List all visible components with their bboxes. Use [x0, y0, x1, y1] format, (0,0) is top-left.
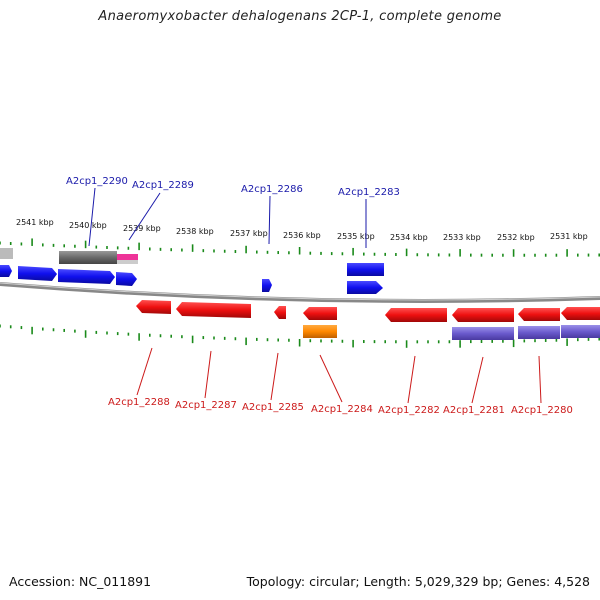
- gene-arrow[interactable]: [561, 307, 600, 320]
- gene-label[interactable]: A2cp1_2286: [241, 184, 303, 195]
- gene-arrow[interactable]: [385, 308, 447, 322]
- gene-arrow[interactable]: [347, 281, 383, 294]
- gene-label[interactable]: A2cp1_2287: [175, 400, 237, 411]
- gene-label[interactable]: A2cp1_2289: [132, 180, 194, 191]
- kbp-label: 2536 kbp: [283, 231, 321, 240]
- gene-arrow[interactable]: [58, 269, 115, 284]
- kbp-label: 2540 kbp: [69, 221, 107, 230]
- genome-backbone-highlight: [0, 282, 600, 301]
- kbp-label: 2535 kbp: [337, 232, 375, 241]
- gene-arrow[interactable]: [18, 266, 57, 281]
- gene-arrow[interactable]: [136, 300, 171, 314]
- gene-box[interactable]: [347, 263, 384, 276]
- gray-feature[interactable]: [0, 248, 13, 259]
- kbp-label: 2532 kbp: [497, 233, 535, 242]
- kbp-label: 2533 kbp: [443, 233, 481, 242]
- orange-feature[interactable]: [303, 325, 337, 338]
- purple-feature[interactable]: [561, 325, 600, 338]
- kbp-label: 2537 kbp: [230, 229, 268, 238]
- gene-arrow[interactable]: [303, 307, 337, 320]
- gene-arrow[interactable]: [274, 306, 286, 319]
- kbp-label: 2541 kbp: [16, 218, 54, 227]
- genome-summary: Topology: circular; Length: 5,029,329 bp…: [246, 574, 590, 589]
- gene-label[interactable]: A2cp1_2281: [443, 405, 505, 416]
- pink-feature-shade: [117, 260, 138, 264]
- gene-label[interactable]: A2cp1_2290: [66, 176, 128, 187]
- gene-label[interactable]: A2cp1_2280: [511, 405, 573, 416]
- gene-label[interactable]: A2cp1_2284: [311, 404, 373, 415]
- purple-feature[interactable]: [452, 327, 514, 340]
- purple-feature[interactable]: [518, 326, 560, 339]
- kbp-label: 2538 kbp: [176, 227, 214, 236]
- gray-feature[interactable]: [59, 251, 117, 264]
- map-title: Anaeromyxobacter dehalogenans 2CP-1, com…: [98, 9, 502, 24]
- gene-arrow[interactable]: [0, 265, 12, 277]
- reverse-features: [136, 300, 600, 340]
- gene-label[interactable]: A2cp1_2285: [242, 402, 304, 413]
- gene-arrow[interactable]: [518, 308, 560, 321]
- reverse-gene-labels: A2cp1_2288 A2cp1_2287 A2cp1_2285 A2cp1_2…: [108, 397, 573, 416]
- gene-label[interactable]: A2cp1_2282: [378, 405, 440, 416]
- kbp-labels: 2541 kbp 2540 kbp 2539 kbp 2538 kbp 2537…: [16, 218, 588, 242]
- genome-backbone: [0, 282, 600, 303]
- upper-tick-track: [0, 238, 600, 257]
- gene-label[interactable]: A2cp1_2283: [338, 187, 400, 198]
- forward-features: [0, 248, 384, 294]
- kbp-label: 2534 kbp: [390, 233, 428, 242]
- kbp-label: 2531 kbp: [550, 232, 588, 241]
- kbp-label: 2539 kbp: [123, 224, 161, 233]
- pink-feature[interactable]: [117, 254, 138, 260]
- gene-arrow[interactable]: [452, 308, 514, 322]
- reverse-leader-lines: [136, 347, 542, 404]
- forward-leader-lines: [88, 187, 367, 248]
- gene-arrow[interactable]: [262, 279, 272, 292]
- forward-gene-labels: A2cp1_2290 A2cp1_2289 A2cp1_2286 A2cp1_2…: [66, 176, 400, 198]
- accession-text: Accession: NC_011891: [9, 574, 152, 589]
- gene-arrow[interactable]: [176, 302, 251, 318]
- lower-tick-track: [0, 324, 600, 348]
- gene-label[interactable]: A2cp1_2288: [108, 397, 170, 408]
- gene-arrow[interactable]: [116, 272, 137, 286]
